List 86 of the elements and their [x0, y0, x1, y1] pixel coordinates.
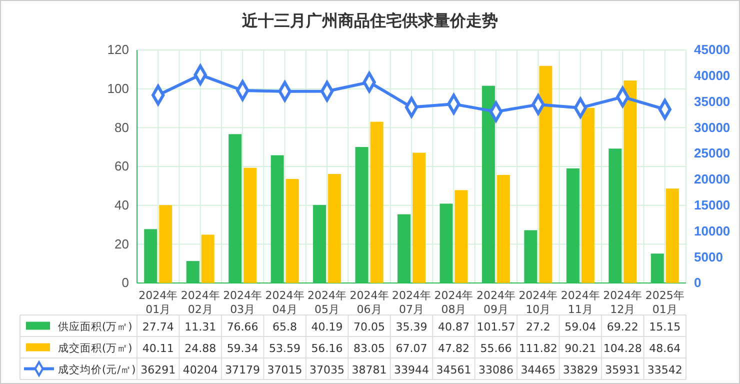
data-label: 34465 [520, 363, 556, 376]
y2-tick-label: 45000 [694, 42, 730, 58]
data-label: 36291 [140, 363, 176, 376]
data-label: 11.31 [184, 320, 216, 334]
x-tick-label: 2025年 01月 [645, 289, 684, 316]
y-tick-label: 20 [114, 236, 129, 252]
data-label: 40.87 [438, 320, 470, 334]
data-label: 111.82 [518, 342, 558, 355]
data-label: 55.66 [480, 342, 512, 355]
data-label: 15.15 [649, 320, 681, 334]
bar [539, 66, 552, 283]
data-label: 47.82 [438, 342, 470, 355]
data-label: 40204 [182, 363, 218, 376]
legend-label: 供应面积(万㎡) [58, 320, 132, 333]
y-tick-label: 60 [114, 158, 129, 174]
data-label: 90.21 [564, 342, 596, 355]
data-label: 65.8 [272, 320, 298, 334]
data-label: 35.39 [396, 320, 428, 334]
y2-tick-label: 35000 [694, 94, 730, 109]
data-label: 38781 [352, 363, 387, 376]
x-tick-label: 2024年 12月 [603, 289, 642, 316]
bar [159, 205, 172, 283]
x-tick-label: 2024年 03月 [223, 289, 262, 316]
legend-label: 成交均价(元/㎡) [58, 362, 136, 376]
x-tick-label: 2024年 01月 [138, 289, 178, 316]
y-tick-label: 100 [107, 80, 129, 96]
data-label: 33086 [478, 363, 514, 376]
data-label: 59.04 [564, 320, 596, 334]
data-label: 40.11 [142, 342, 174, 355]
y2-tick-label: 30000 [694, 120, 730, 135]
bar [370, 122, 384, 283]
x-tick-label: 2024年 07月 [392, 289, 431, 316]
data-label: 24.88 [184, 342, 216, 355]
data-label: 37179 [225, 363, 260, 376]
data-label: 56.16 [311, 342, 343, 355]
data-label: 83.05 [354, 342, 386, 355]
data-label: 33542 [647, 363, 682, 376]
data-label: 101.57 [476, 320, 516, 334]
data-label: 76.66 [226, 320, 258, 334]
y2-tick-label: 15000 [694, 197, 730, 212]
bar [328, 174, 342, 283]
x-tick-label: 2024年 02月 [180, 289, 220, 316]
y-tick-label: 0 [122, 275, 129, 290]
data-label: 104.28 [603, 342, 642, 355]
data-label: 35931 [605, 363, 640, 376]
data-label: 27.74 [142, 320, 174, 334]
y2-tick-label: 20000 [694, 172, 730, 187]
bar [286, 178, 299, 283]
data-label: 67.07 [396, 342, 428, 355]
x-tick-label: 2024年 11月 [560, 289, 600, 316]
data-label: 37035 [310, 363, 345, 376]
x-tick-label: 2024年 04月 [265, 289, 304, 316]
data-label: 33829 [562, 363, 598, 376]
y2-tick-label: 40000 [694, 68, 730, 84]
y2-tick-label: 5000 [694, 249, 723, 264]
bar [496, 174, 510, 283]
data-label: 34561 [436, 363, 472, 376]
bar [581, 108, 594, 283]
x-tick-label: 2024年 05月 [308, 289, 347, 316]
x-tick-label: 2024年 08月 [434, 289, 474, 316]
x-tick-label: 2024年 10月 [518, 289, 558, 316]
bar [201, 234, 214, 283]
y-tick-label: 120 [107, 42, 129, 58]
y-tick-label: 80 [114, 120, 129, 135]
legend-label: 成交面积(万㎡) [58, 341, 132, 354]
data-label: 27.2 [526, 320, 550, 334]
data-label: 69.22 [606, 320, 638, 334]
y2-tick-label: 10000 [694, 223, 730, 238]
data-label: 48.64 [649, 342, 681, 355]
data-label: 37015 [267, 363, 302, 376]
x-tick-label: 2024年 09月 [476, 289, 516, 316]
data-label: 53.59 [269, 342, 301, 355]
bar [624, 80, 637, 283]
y-tick-label: 40 [114, 197, 129, 212]
data-label: 40.19 [311, 320, 343, 334]
y2-tick-label: 25000 [694, 146, 730, 161]
data-label: 33944 [394, 363, 429, 376]
data-label: 59.34 [226, 342, 258, 355]
bar [412, 152, 426, 283]
chart-title: 近十三月广州商品住宅供求量价走势 [241, 11, 498, 30]
y2-tick-label: 0 [694, 275, 702, 290]
bar [454, 190, 468, 283]
bar [666, 188, 679, 283]
x-tick-label: 2024年 06月 [350, 289, 389, 316]
data-label: 70.05 [354, 320, 386, 334]
bar [244, 168, 257, 283]
